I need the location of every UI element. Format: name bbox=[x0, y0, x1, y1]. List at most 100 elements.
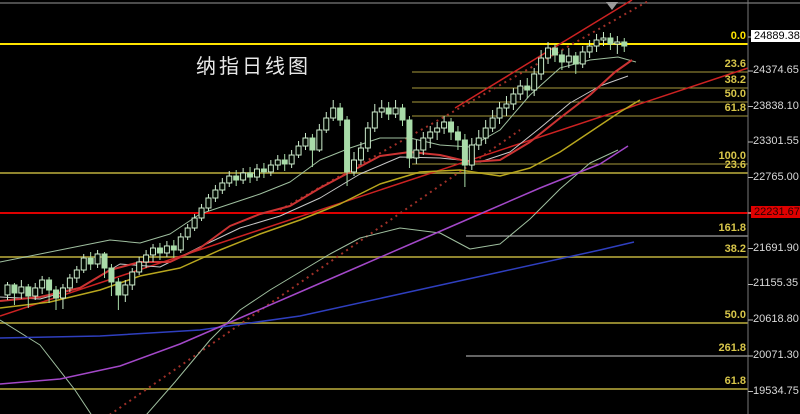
candle-up bbox=[316, 129, 323, 151]
candle-up bbox=[323, 117, 330, 131]
ma-fast-red bbox=[0, 59, 633, 302]
fib-level-label: 23.6 bbox=[724, 158, 746, 171]
signal-marker bbox=[606, 2, 618, 10]
candle-up bbox=[253, 168, 260, 178]
candle-down bbox=[309, 137, 316, 151]
candle-up bbox=[420, 137, 427, 151]
fib-level-label: 50.0 bbox=[724, 87, 746, 100]
candles bbox=[4, 31, 628, 310]
candle-up bbox=[240, 172, 247, 181]
candle-up bbox=[39, 279, 46, 289]
candle-up bbox=[538, 57, 545, 75]
candle-up bbox=[351, 159, 357, 173]
candle-up bbox=[4, 284, 11, 296]
candle-up bbox=[184, 227, 191, 238]
candle-up bbox=[579, 51, 586, 65]
candle-down bbox=[461, 139, 468, 166]
price-axis-label: 24374.65 bbox=[753, 64, 799, 77]
ma-long-magenta bbox=[0, 145, 629, 385]
candle-up bbox=[143, 254, 150, 263]
candle-up bbox=[274, 159, 281, 166]
price-axis-label: 23838.10 bbox=[753, 99, 799, 112]
price-axis-label: 22765.00 bbox=[753, 170, 799, 183]
candle-up bbox=[364, 127, 371, 149]
candle-up bbox=[226, 175, 233, 184]
price-axis-label-highlight-white: 24889.38 bbox=[751, 29, 800, 42]
candle-up bbox=[212, 189, 219, 199]
price-axis-label: 23301.55 bbox=[753, 135, 799, 148]
candle-up bbox=[545, 47, 552, 59]
candle-up bbox=[600, 37, 607, 41]
candle-down bbox=[247, 172, 254, 178]
candle-up bbox=[496, 107, 503, 119]
candle-up bbox=[80, 257, 87, 271]
candle-up bbox=[18, 286, 25, 294]
fibonacci-lines bbox=[0, 42, 748, 391]
candle-up bbox=[392, 107, 399, 115]
candle-up bbox=[614, 41, 621, 45]
candle-down bbox=[108, 267, 115, 283]
fib-level-label: 161.8 bbox=[718, 222, 746, 235]
candle-down bbox=[344, 119, 351, 173]
candle-up bbox=[198, 207, 205, 219]
candle-up bbox=[177, 236, 184, 251]
price-axis-label: 21691.90 bbox=[753, 241, 799, 254]
fib-level-label: 38.2 bbox=[724, 243, 746, 256]
candle-down bbox=[115, 281, 122, 296]
candle-up bbox=[302, 137, 309, 147]
down-triangle-marker bbox=[606, 2, 618, 10]
horizontal-level-lines bbox=[0, 2, 800, 215]
candle-down bbox=[46, 279, 53, 291]
candle-up bbox=[565, 55, 572, 63]
candle-up bbox=[482, 127, 489, 139]
dotted-trend-2 bbox=[279, 0, 651, 211]
candle-down bbox=[87, 257, 94, 265]
bollinger-mid bbox=[0, 75, 629, 300]
candle-up bbox=[434, 127, 441, 133]
price-axis-label-highlight-red: 22231.67 bbox=[751, 206, 800, 218]
fib-level-label: 61.8 bbox=[724, 102, 746, 115]
candle-down bbox=[281, 159, 288, 165]
candle-up bbox=[475, 137, 482, 146]
candle-up bbox=[330, 107, 337, 119]
moving-average-curves bbox=[0, 56, 641, 414]
candle-up bbox=[267, 164, 274, 173]
candle-up bbox=[357, 147, 364, 161]
fib-level-label: 50.0 bbox=[724, 308, 746, 321]
candle-up bbox=[94, 253, 101, 265]
candle-up bbox=[32, 287, 39, 297]
candle-up bbox=[150, 247, 157, 256]
candle-up bbox=[122, 284, 129, 296]
price-axis-label: 21155.35 bbox=[753, 277, 799, 290]
candle-up bbox=[129, 271, 136, 286]
candle-up bbox=[163, 245, 170, 254]
candle-up bbox=[378, 107, 385, 113]
candle-down bbox=[607, 37, 614, 45]
fib-level-label: 38.2 bbox=[724, 74, 746, 86]
candle-up bbox=[295, 145, 302, 156]
candle-up bbox=[489, 117, 496, 129]
price-axis-label: 20618.80 bbox=[753, 312, 799, 325]
candle-down bbox=[448, 121, 455, 133]
candle-down bbox=[551, 47, 558, 56]
candle-up bbox=[205, 197, 212, 209]
candle-down bbox=[101, 253, 108, 269]
fib-level-label: 100.0 bbox=[718, 149, 746, 162]
steep-trend-red bbox=[454, 0, 633, 109]
candle-down bbox=[572, 55, 579, 65]
candle-up bbox=[413, 149, 420, 159]
fib-level-label: 0.0 bbox=[730, 29, 746, 42]
candle-up bbox=[191, 217, 198, 229]
fib-level-label: 61.8 bbox=[724, 375, 746, 387]
candle-up bbox=[66, 277, 73, 289]
candle-down bbox=[621, 41, 628, 47]
fib-level-label: 23.6 bbox=[724, 57, 746, 70]
candle-down bbox=[399, 107, 406, 121]
candle-down bbox=[406, 119, 413, 159]
dotted-trend-1 bbox=[109, 129, 521, 414]
price-axis-frame bbox=[747, 0, 753, 414]
ma-long-blue bbox=[0, 241, 635, 339]
candle-down bbox=[524, 85, 531, 91]
